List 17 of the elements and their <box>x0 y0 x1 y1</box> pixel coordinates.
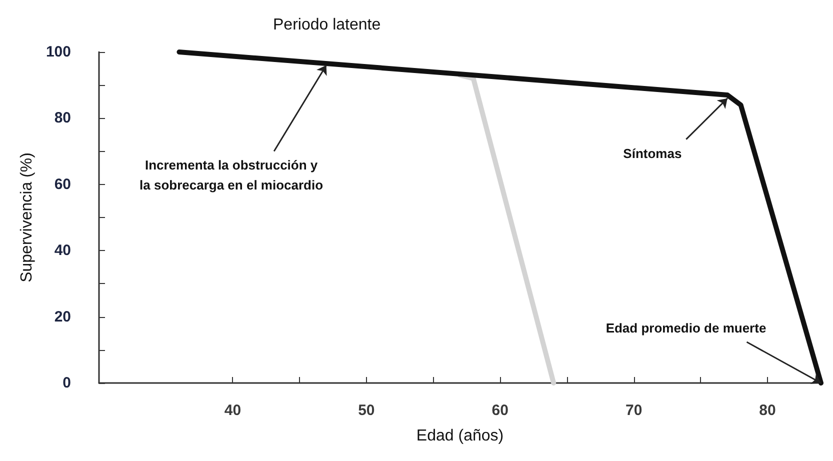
y-tick-label: 100 <box>46 44 71 60</box>
x-tick-label: 40 <box>224 402 242 419</box>
x-tick-label: 70 <box>625 402 642 419</box>
chart-title: Periodo latente <box>273 16 381 34</box>
y-tick-label: 0 <box>62 374 71 392</box>
y-tick-label: 40 <box>54 242 71 260</box>
y-axis-title: Supervivencia (%) <box>18 152 36 282</box>
annotation: Síntomas <box>623 146 682 161</box>
y-tick-label: 80 <box>54 110 71 127</box>
y-tick-label: 60 <box>54 176 71 193</box>
x-tick-label: 50 <box>358 402 375 419</box>
x-tick-label: 80 <box>759 402 776 419</box>
x-axis-title: Edad (años) <box>416 428 504 444</box>
x-tick-label: 60 <box>492 402 508 419</box>
y-tick-label: 20 <box>54 308 71 326</box>
annotation: Incrementa la obstrucción y la sobrecarga en el miocardio <box>140 158 324 193</box>
annotation: Edad promedio de muerte <box>606 320 766 336</box>
